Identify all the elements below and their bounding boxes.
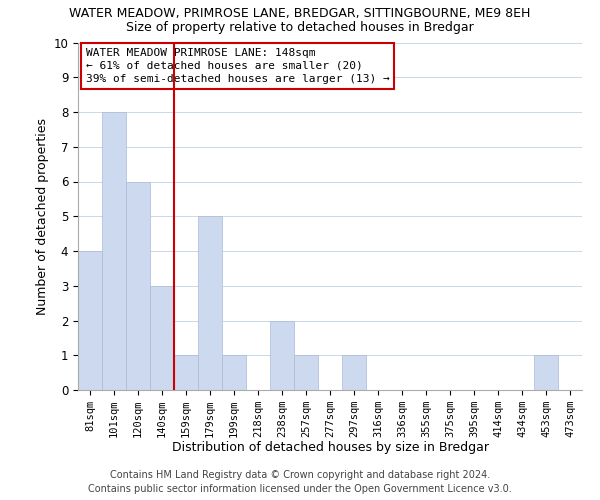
Bar [150, 286, 174, 390]
Text: WATER MEADOW PRIMROSE LANE: 148sqm
← 61% of detached houses are smaller (20)
39%: WATER MEADOW PRIMROSE LANE: 148sqm ← 61%… [86, 48, 389, 84]
Bar [294, 355, 318, 390]
Bar [534, 355, 558, 390]
Text: Size of property relative to detached houses in Bredgar: Size of property relative to detached ho… [126, 21, 474, 34]
Bar [174, 355, 198, 390]
Bar [126, 182, 150, 390]
X-axis label: Distribution of detached houses by size in Bredgar: Distribution of detached houses by size … [172, 442, 488, 454]
Bar [102, 112, 126, 390]
Bar [342, 355, 366, 390]
Text: WATER MEADOW, PRIMROSE LANE, BREDGAR, SITTINGBOURNE, ME9 8EH: WATER MEADOW, PRIMROSE LANE, BREDGAR, SI… [70, 8, 530, 20]
Bar [78, 251, 102, 390]
Y-axis label: Number of detached properties: Number of detached properties [36, 118, 49, 315]
Bar [222, 355, 246, 390]
Bar [198, 216, 222, 390]
Text: Contains HM Land Registry data © Crown copyright and database right 2024.
Contai: Contains HM Land Registry data © Crown c… [88, 470, 512, 494]
Bar [270, 320, 294, 390]
